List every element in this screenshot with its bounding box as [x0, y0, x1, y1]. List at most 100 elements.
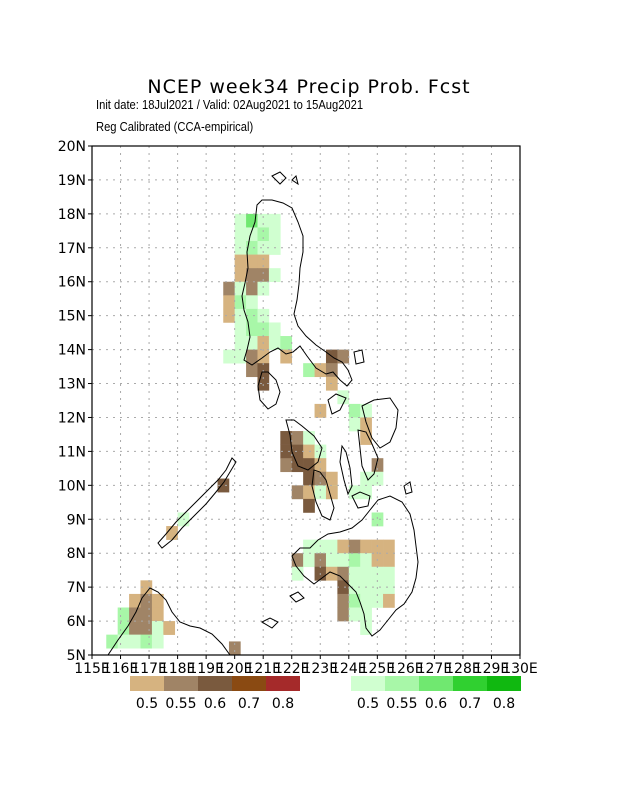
legend-above-swatch [351, 676, 385, 691]
prob-cell [337, 553, 350, 568]
prob-cell [223, 349, 235, 364]
prob-cell [303, 539, 315, 554]
prob-cell [140, 621, 153, 635]
prob-cell [337, 580, 350, 595]
coastline-panay [285, 419, 323, 471]
prob-cell [280, 336, 293, 350]
lat-tick-label: 16N [58, 275, 86, 291]
prob-cell [166, 526, 178, 540]
coastline-mindoro [257, 371, 281, 410]
prob-cell [246, 363, 258, 378]
prob-cell [360, 607, 372, 622]
prob-cell [383, 580, 395, 595]
coastline-palawan [157, 457, 237, 549]
lon-tick-label: 124E [331, 661, 367, 677]
prob-cell [246, 281, 258, 296]
prob-cell [257, 268, 270, 283]
prob-cell [337, 593, 350, 608]
legend-below-label: 0.5 [136, 696, 158, 712]
prob-cell [348, 566, 361, 581]
lon-tick-label: 127E [417, 661, 453, 677]
lon-tick-label: 122E [274, 661, 310, 677]
coastline-leyte [357, 429, 379, 481]
prob-cell [246, 213, 258, 228]
prob-cell [325, 566, 338, 581]
coastline-bohol [351, 491, 371, 509]
prob-cell [383, 593, 395, 608]
legend-above-label: 0.55 [386, 696, 417, 712]
prob-cell [151, 593, 164, 608]
prob-cell [234, 213, 247, 228]
prob-cell [117, 621, 130, 635]
prob-cell [234, 336, 247, 350]
prob-cell [268, 322, 281, 337]
prob-cell [360, 485, 372, 500]
coastlines [107, 171, 419, 655]
prob-cell [117, 634, 130, 649]
prob-cell [314, 403, 327, 418]
prob-cell [348, 553, 361, 568]
legend-below-swatch [232, 676, 266, 691]
prob-cell [257, 213, 270, 228]
prob-cell [303, 498, 315, 513]
prob-cell [360, 566, 372, 581]
prob-cell [360, 431, 372, 445]
prob-cell [223, 308, 235, 323]
coastline-masbate [327, 393, 347, 415]
prob-cell [360, 553, 372, 568]
lat-tick-label: 11N [58, 444, 86, 460]
prob-cell [348, 580, 361, 595]
prob-cell [140, 593, 153, 608]
coastline-sulu [260, 617, 279, 629]
prob-cell [246, 308, 258, 323]
prob-cell [257, 281, 270, 296]
prob-cell [337, 349, 350, 364]
axis-ticks: 5N 6N 7N 8N 9N 10N 11N 12N 13N 14N 15N 16N 17N 18N 19N… [58, 139, 538, 677]
coastline-luzon [241, 199, 353, 387]
lat-tick-label: 7N [67, 580, 86, 596]
legend-below-label: 0.55 [165, 696, 196, 712]
lon-tick-label: 125E [360, 661, 396, 677]
legend-below-swatch [164, 676, 198, 691]
prob-cell [246, 268, 258, 283]
prob-cell [337, 566, 350, 581]
prob-cell [303, 431, 315, 445]
prob-cell [140, 607, 153, 622]
prob-cell [348, 403, 361, 418]
legend-above-label: 0.5 [357, 696, 379, 712]
prob-cell [257, 241, 270, 255]
prob-cell [280, 349, 293, 364]
prob-cell [268, 213, 281, 228]
prob-cell [348, 593, 361, 608]
prob-cell [246, 349, 258, 364]
coastline-batanes [291, 175, 299, 186]
init-date-line: Init date: 18Jul2021 / Valid: 02Aug2021 … [96, 97, 364, 112]
legend-below-swatch [266, 676, 300, 691]
prob-cell [360, 417, 372, 432]
prob-cell [257, 376, 270, 391]
prob-cell [348, 539, 361, 554]
legend-below-swatch [130, 676, 164, 691]
lon-tick-label: 128E [445, 661, 481, 677]
coastline-negros [311, 469, 335, 521]
prob-cell [303, 363, 315, 378]
prob-cell [246, 336, 258, 350]
prob-cell [348, 607, 361, 622]
lon-tick-label: 121E [245, 661, 281, 677]
prob-cell [303, 553, 315, 568]
prob-cell [129, 621, 141, 635]
prob-cell [151, 621, 164, 635]
prob-cell [234, 349, 247, 364]
prob-cell [383, 539, 395, 554]
prob-cell [246, 295, 258, 310]
prob-cell [360, 403, 372, 418]
prob-cell [234, 295, 247, 310]
legend-below-label: 0.7 [238, 696, 260, 712]
legend-above-label: 0.6 [425, 696, 447, 712]
prob-cell [234, 281, 247, 296]
legend-above-swatch [419, 676, 453, 691]
prob-cell [348, 485, 361, 500]
prob-cell [303, 485, 315, 500]
prob-cell [151, 607, 164, 622]
prob-cell [223, 281, 235, 296]
